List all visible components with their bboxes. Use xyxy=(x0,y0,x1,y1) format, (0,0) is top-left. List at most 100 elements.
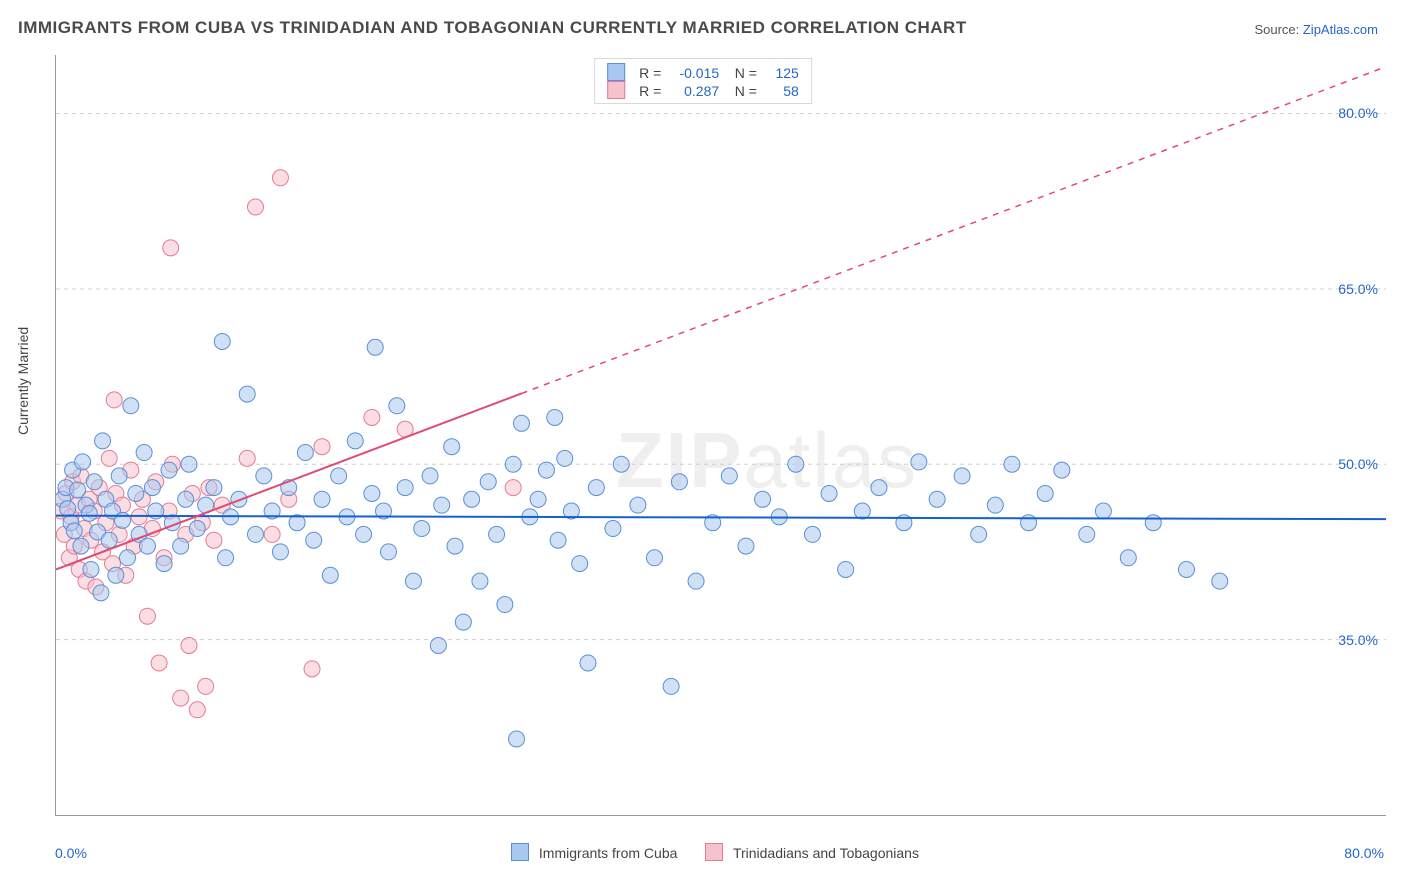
scatter-point xyxy=(1054,462,1070,478)
scatter-point xyxy=(505,480,521,496)
source-link[interactable]: ZipAtlas.com xyxy=(1303,22,1378,37)
swatch-cuba-bottom xyxy=(511,843,529,861)
swatch-cuba xyxy=(607,63,625,81)
correlation-legend: R = -0.015 N = 125 R = 0.287 N = 58 xyxy=(594,58,812,104)
scatter-point xyxy=(70,482,86,498)
scatter-point xyxy=(356,526,372,542)
scatter-point xyxy=(389,398,405,414)
scatter-point xyxy=(248,526,264,542)
scatter-point xyxy=(1037,485,1053,501)
scatter-point xyxy=(911,454,927,470)
scatter-point xyxy=(688,573,704,589)
scatter-point xyxy=(139,608,155,624)
scatter-point xyxy=(1145,515,1161,531)
r-label: R = xyxy=(639,83,661,99)
scatter-point xyxy=(464,491,480,507)
scatter-point xyxy=(1212,573,1228,589)
scatter-point xyxy=(304,661,320,677)
scatter-point xyxy=(128,485,144,501)
scatter-point xyxy=(854,503,870,519)
scatter-point xyxy=(331,468,347,484)
scatter-point xyxy=(218,550,234,566)
scatter-point xyxy=(123,398,139,414)
scatter-point xyxy=(505,456,521,472)
scatter-point xyxy=(647,550,663,566)
scatter-point xyxy=(119,550,135,566)
scatter-point xyxy=(106,392,122,408)
scatter-point xyxy=(497,597,513,613)
scatter-point xyxy=(95,433,111,449)
scatter-point xyxy=(272,170,288,186)
scatter-point xyxy=(430,637,446,653)
trend-line-solid xyxy=(56,516,1386,520)
scatter-point xyxy=(434,497,450,513)
scatter-point xyxy=(306,532,322,548)
scatter-point xyxy=(755,491,771,507)
scatter-point xyxy=(86,474,102,490)
scatter-point xyxy=(838,561,854,577)
scatter-point xyxy=(173,538,189,554)
scatter-point xyxy=(139,538,155,554)
scatter-point xyxy=(671,474,687,490)
scatter-point xyxy=(178,491,194,507)
scatter-point xyxy=(364,485,380,501)
scatter-point xyxy=(101,532,117,548)
scatter-point xyxy=(738,538,754,554)
scatter-point xyxy=(929,491,945,507)
scatter-point xyxy=(322,567,338,583)
scatter-point xyxy=(256,468,272,484)
scatter-point xyxy=(788,456,804,472)
scatter-point xyxy=(314,491,330,507)
scatter-point xyxy=(1021,515,1037,531)
scatter-point xyxy=(189,702,205,718)
swatch-trinidad xyxy=(607,81,625,99)
scatter-point xyxy=(514,415,530,431)
scatter-point xyxy=(480,474,496,490)
scatter-point xyxy=(547,409,563,425)
series-label-trinidad: Trinidadians and Tobagonians xyxy=(733,845,919,861)
scatter-point xyxy=(422,468,438,484)
scatter-point xyxy=(181,637,197,653)
scatter-point xyxy=(73,538,89,554)
y-tick-label: 35.0% xyxy=(1338,632,1378,648)
r-label: R = xyxy=(639,65,661,81)
scatter-point xyxy=(1004,456,1020,472)
scatter-point xyxy=(239,386,255,402)
scatter-point xyxy=(721,468,737,484)
source-credit: Source: ZipAtlas.com xyxy=(1254,22,1378,37)
scatter-point xyxy=(971,526,987,542)
scatter-point xyxy=(108,567,124,583)
scatter-point xyxy=(198,678,214,694)
scatter-point xyxy=(173,690,189,706)
series-label-cuba: Immigrants from Cuba xyxy=(539,845,677,861)
scatter-point xyxy=(489,526,505,542)
scatter-point xyxy=(248,199,264,215)
source-prefix: Source: xyxy=(1254,22,1302,37)
scatter-point xyxy=(414,521,430,537)
scatter-point xyxy=(93,585,109,601)
y-tick-label: 50.0% xyxy=(1338,456,1378,472)
trend-line-dashed xyxy=(522,67,1387,394)
scatter-point xyxy=(1120,550,1136,566)
scatter-point xyxy=(509,731,525,747)
scatter-point xyxy=(613,456,629,472)
scatter-point xyxy=(272,544,288,560)
scatter-point xyxy=(871,480,887,496)
n-value-cuba: 125 xyxy=(761,65,799,81)
scatter-point xyxy=(987,497,1003,513)
scatter-point xyxy=(264,526,280,542)
scatter-point xyxy=(83,561,99,577)
scatter-point xyxy=(136,445,152,461)
swatch-trinidad-bottom xyxy=(705,843,723,861)
chart-svg xyxy=(56,55,1386,815)
scatter-point xyxy=(538,462,554,478)
scatter-point xyxy=(364,409,380,425)
legend-row-trinidad: R = 0.287 N = 58 xyxy=(607,81,799,99)
scatter-point xyxy=(405,573,421,589)
scatter-point xyxy=(239,450,255,466)
scatter-point xyxy=(163,240,179,256)
scatter-point xyxy=(66,523,82,539)
scatter-point xyxy=(447,538,463,554)
scatter-point xyxy=(151,655,167,671)
n-value-trinidad: 58 xyxy=(761,83,799,99)
